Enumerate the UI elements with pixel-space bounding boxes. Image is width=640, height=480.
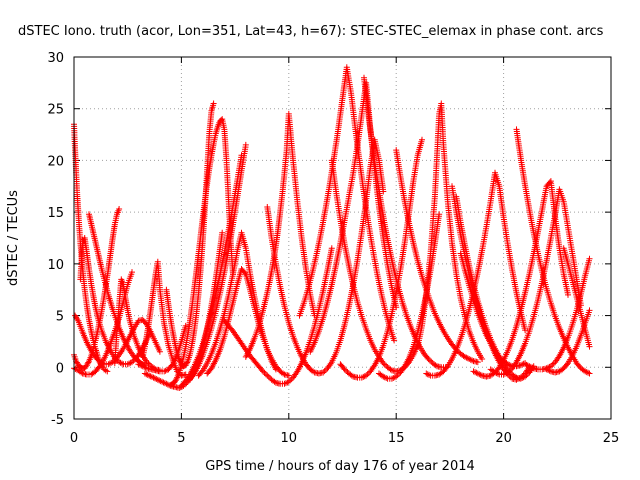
data-point-markers (487, 186, 584, 378)
y-tick-label: 30 (47, 51, 64, 66)
plot-frame (73, 56, 612, 420)
data-series (522, 255, 593, 373)
data-point-markers (361, 74, 449, 371)
y-tick-label: 0 (56, 361, 64, 376)
axis-ticks: 0 5 10 15 20 25 -5 0 5 10 15 20 25 30 (47, 51, 619, 446)
y-tick-label: 10 (47, 258, 64, 273)
x-tick-label: 0 (70, 431, 78, 446)
x-tick-label: 15 (388, 431, 405, 446)
data-point-markers (560, 245, 593, 350)
data-point-markers (296, 64, 398, 344)
data-series (296, 64, 398, 344)
data-point-markers (423, 169, 529, 379)
data-series (77, 235, 153, 368)
data-series (393, 147, 481, 366)
data-series (242, 110, 318, 360)
data-series (111, 276, 163, 374)
chart-title: dSTEC Iono. truth (acor, Lon=351, Lat=43… (18, 24, 604, 39)
y-tick-label: 25 (47, 103, 64, 118)
data-point-markers (543, 307, 593, 376)
data-series (187, 141, 249, 383)
y-tick-label: 20 (47, 154, 64, 169)
data-points (71, 64, 593, 391)
data-series (487, 186, 584, 378)
data-point-markers (264, 136, 387, 377)
data-point-markers (86, 211, 148, 369)
y-tick-label: -5 (51, 413, 64, 428)
x-tick-label: 20 (495, 431, 512, 446)
data-point-markers (522, 255, 593, 373)
data-series (543, 307, 593, 376)
data-series (423, 169, 529, 379)
x-tick-label: 5 (177, 431, 185, 446)
data-point-markers (414, 100, 486, 362)
x-tick-label: 25 (603, 431, 620, 446)
data-series (86, 211, 148, 369)
data-point-markers (337, 136, 425, 381)
data-point-markers (111, 276, 163, 374)
data-series (264, 136, 387, 377)
data-point-markers (187, 141, 249, 383)
data-point-markers (77, 235, 153, 368)
data-point-markers (204, 266, 292, 379)
data-series (204, 266, 292, 379)
y-tick-label: 15 (47, 206, 64, 221)
y-tick-label: 5 (56, 310, 64, 325)
y-axis-label: dSTEC / TECUs (6, 190, 21, 286)
x-tick-label: 10 (281, 431, 298, 446)
data-series (361, 74, 449, 371)
data-series (337, 136, 425, 381)
data-point-markers (242, 110, 318, 360)
data-series (560, 245, 593, 350)
data-series (414, 100, 486, 362)
data-point-markers (393, 147, 481, 366)
x-axis-label: GPS time / hours of day 176 of year 2014 (205, 459, 475, 474)
